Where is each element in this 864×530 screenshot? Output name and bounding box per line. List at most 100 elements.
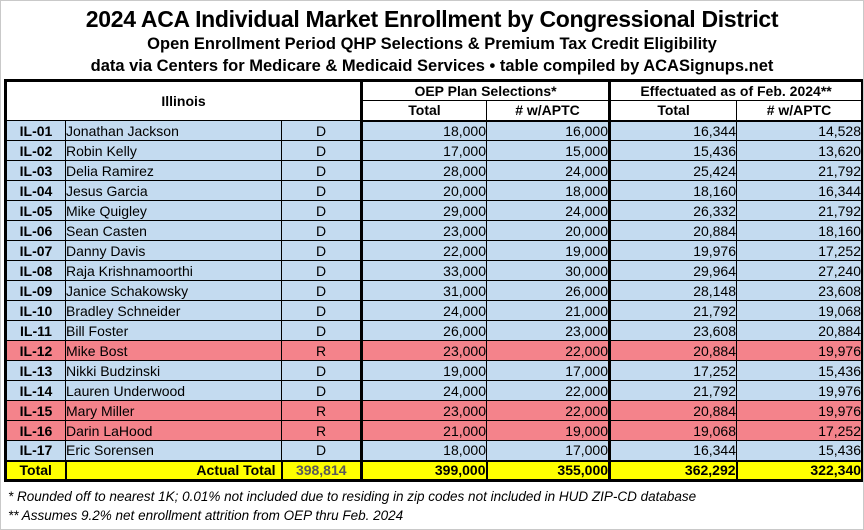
district-cell: IL-07 (5, 240, 66, 261)
eff-total-cell: 20,884 (608, 400, 738, 421)
eff-total-cell: 25,424 (608, 160, 738, 181)
eff-aptc-header: # w/APTC (736, 100, 863, 122)
eff-aptc-cell: 21,792 (736, 160, 863, 181)
eff-aptc-cell: 13,620 (736, 140, 863, 161)
table-row: IL-10 Bradley Schneider D 24,000 21,000 … (5, 300, 863, 321)
eff-aptc-cell: 19,976 (736, 380, 863, 401)
table-row: IL-14 Lauren Underwood D 24,000 22,000 2… (5, 380, 863, 401)
representative-cell: Jonathan Jackson (65, 120, 282, 141)
state-header: Illinois (5, 80, 362, 121)
representative-cell: Nikki Budzinski (65, 360, 282, 381)
actual-total-label-cell: Actual Total (64, 459, 283, 482)
district-cell: IL-08 (5, 260, 66, 281)
eff-total-cell: 28,148 (608, 280, 738, 301)
table-row: IL-11 Bill Foster D 26,000 23,000 23,608… (5, 320, 863, 341)
oep-total-cell: 23,000 (360, 340, 487, 361)
party-cell: D (281, 440, 362, 461)
party-cell: D (281, 160, 362, 181)
representative-cell: Sean Casten (65, 220, 282, 241)
eff-aptc-cell: 19,976 (736, 400, 863, 421)
table-row: IL-17 Eric Sorensen D 18,000 17,000 16,3… (5, 440, 863, 461)
table-row: IL-03 Delia Ramirez D 28,000 24,000 25,4… (5, 160, 863, 181)
representative-cell: Raja Krishnamoorthi (65, 260, 282, 281)
party-cell: D (281, 180, 362, 201)
eff-aptc-cell: 19,976 (736, 340, 863, 361)
representative-cell: Robin Kelly (65, 140, 282, 161)
district-cell: IL-16 (5, 420, 66, 441)
eff-aptc-cell: 16,344 (736, 180, 863, 201)
representative-cell: Lauren Underwood (65, 380, 282, 401)
eff-aptc-cell: 27,240 (736, 260, 863, 281)
oep-aptc-cell: 21,000 (485, 300, 611, 321)
eff-total-cell: 18,160 (608, 180, 738, 201)
eff-total-cell: 16,344 (608, 120, 738, 141)
oep-total-cell: 20,000 (360, 180, 487, 201)
representative-cell: Bradley Schneider (65, 300, 282, 321)
oep-aptc-cell: 22,000 (485, 400, 611, 421)
oep-total-cell: 28,000 (360, 160, 487, 181)
oep-total-cell: 24,000 (360, 300, 487, 321)
party-cell: R (281, 400, 362, 421)
eff-total-cell: 29,964 (608, 260, 738, 281)
oep-aptc-cell: 22,000 (485, 340, 611, 361)
district-cell: IL-09 (5, 280, 66, 301)
oep-total-cell: 18,000 (360, 120, 487, 141)
oep-total-cell: 17,000 (360, 140, 487, 161)
eff-total-cell: 16,344 (608, 440, 738, 461)
oep-total-cell: 33,000 (360, 260, 487, 281)
table-row: IL-15 Mary Miller R 23,000 22,000 20,884… (5, 400, 863, 421)
eff-total-cell: 20,884 (608, 340, 738, 361)
party-cell: D (281, 260, 362, 281)
table-row: IL-01 Jonathan Jackson D 18,000 16,000 1… (5, 120, 863, 141)
party-cell: D (281, 140, 362, 161)
eff-total-cell: 19,976 (608, 240, 738, 261)
footnote-attrition: ** Assumes 9.2% net enrollment attrition… (8, 508, 404, 523)
total-oep-aptc-cell: 355,000 (485, 459, 611, 482)
table-row: IL-04 Jesus Garcia D 20,000 18,000 18,16… (5, 180, 863, 201)
district-cell: IL-14 (5, 380, 66, 401)
actual-total-value-cell: 398,814 (280, 459, 363, 482)
title-block: 2024 ACA Individual Market Enrollment by… (1, 1, 863, 77)
district-cell: IL-03 (5, 160, 66, 181)
eff-aptc-cell: 18,160 (736, 220, 863, 241)
representative-cell: Mary Miller (65, 400, 282, 421)
enrollment-table: Illinois OEP Plan Selections* Effectuate… (4, 79, 863, 482)
oep-aptc-cell: 16,000 (485, 120, 611, 141)
district-cell: IL-13 (5, 360, 66, 381)
party-cell: R (281, 420, 362, 441)
total-eff-total-cell: 362,292 (608, 459, 738, 482)
eff-aptc-cell: 15,436 (736, 360, 863, 381)
oep-total-header: Total (360, 100, 487, 122)
oep-aptc-cell: 23,000 (485, 320, 611, 341)
party-cell: D (281, 320, 362, 341)
oep-aptc-cell: 26,000 (485, 280, 611, 301)
oep-total-cell: 31,000 (360, 280, 487, 301)
party-cell: D (281, 360, 362, 381)
oep-aptc-cell: 17,000 (485, 360, 611, 381)
source-attribution: data via Centers for Medicare & Medicaid… (90, 57, 774, 75)
oep-total-cell: 21,000 (360, 420, 487, 441)
district-cell: IL-11 (5, 320, 66, 341)
total-oep-total-cell: 399,000 (360, 459, 488, 482)
district-cell: IL-06 (5, 220, 66, 241)
table-row: IL-13 Nikki Budzinski D 19,000 17,000 17… (5, 360, 863, 381)
oep-total-cell: 23,000 (360, 220, 487, 241)
oep-aptc-cell: 22,000 (485, 380, 611, 401)
sub-header-row: Total # w/APTC Total # w/APTC (6, 100, 863, 122)
eff-aptc-cell: 14,528 (736, 120, 863, 141)
district-cell: IL-15 (5, 400, 66, 421)
party-cell: R (281, 340, 362, 361)
party-cell: D (281, 120, 362, 141)
oep-aptc-cell: 24,000 (485, 200, 611, 221)
eff-total-cell: 26,332 (608, 200, 738, 221)
party-cell: D (281, 380, 362, 401)
representative-cell: Darin LaHood (65, 420, 282, 441)
oep-total-cell: 24,000 (360, 380, 487, 401)
oep-total-cell: 18,000 (360, 440, 487, 461)
table-body: IL-01 Jonathan Jackson D 18,000 16,000 1… (5, 120, 863, 461)
footnotes: * Rounded off to nearest 1K; 0.01% not i… (1, 482, 863, 525)
oep-aptc-cell: 24,000 (485, 160, 611, 181)
oep-aptc-cell: 30,000 (485, 260, 611, 281)
eff-aptc-cell: 17,252 (736, 240, 863, 261)
